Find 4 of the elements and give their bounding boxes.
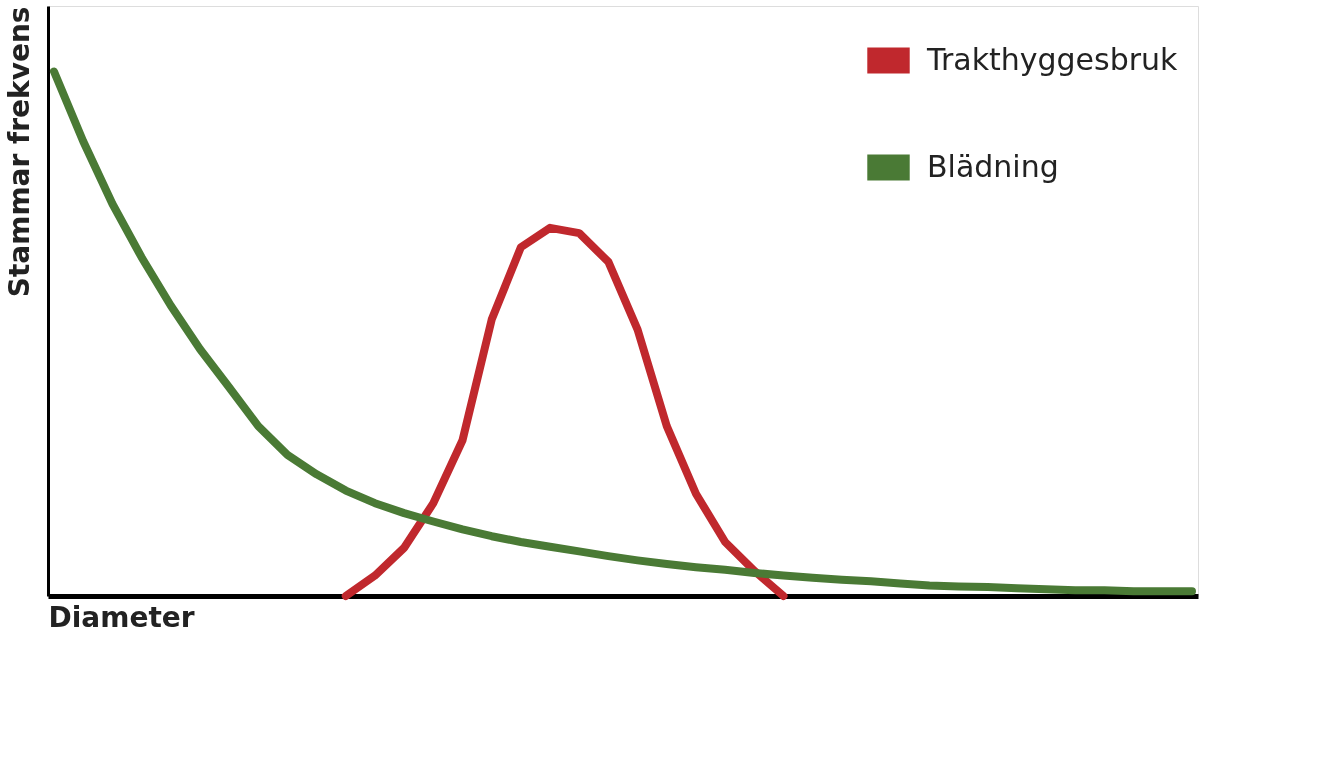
legend-label: Trakthyggesbruk [926, 41, 1179, 77]
y-axis-title: Stammar frekvens [2, 6, 36, 298]
x-axis-title: Diameter [48, 600, 195, 634]
legend-label: Blädning [927, 148, 1059, 184]
